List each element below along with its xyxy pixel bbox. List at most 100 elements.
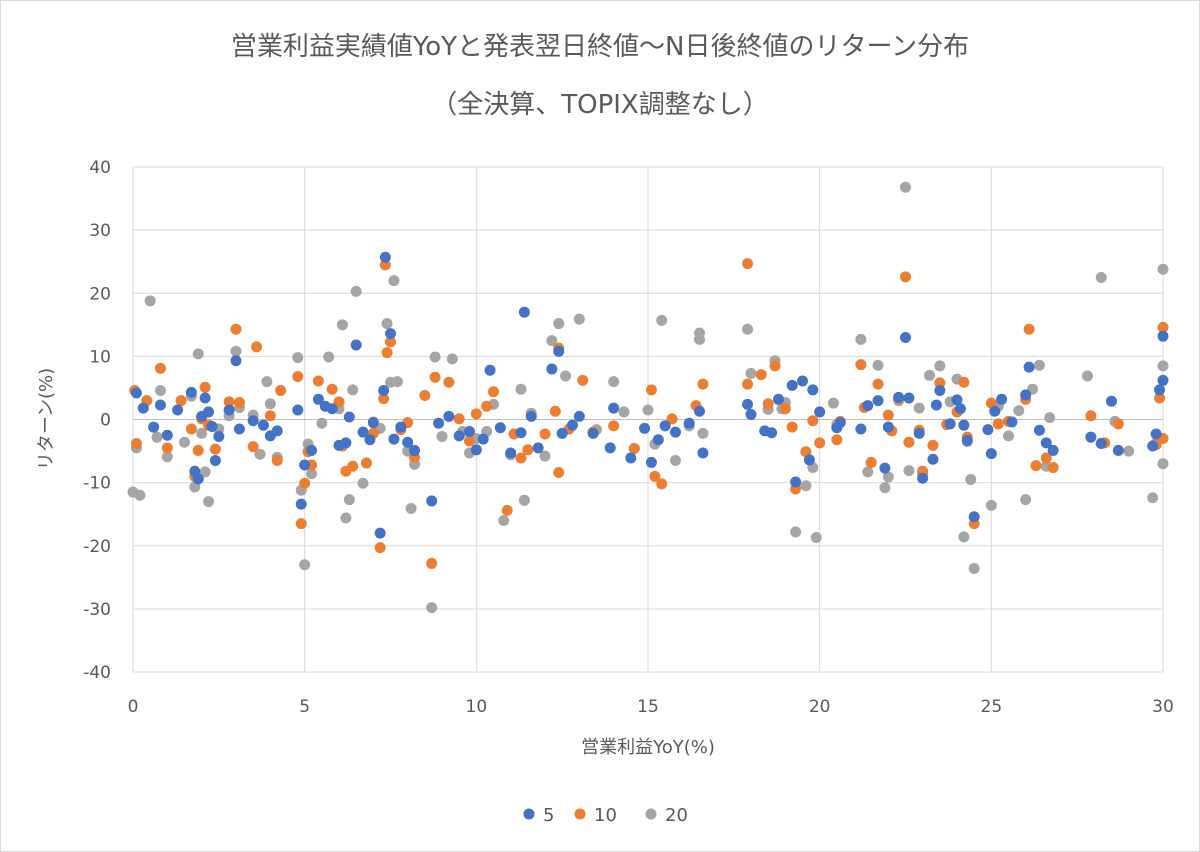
point-series-20	[498, 515, 510, 526]
point-series-5	[797, 375, 808, 387]
point-series-5	[385, 328, 396, 340]
point-series-20	[934, 360, 946, 372]
point-series-20	[1020, 494, 1032, 506]
point-series-5	[790, 476, 802, 488]
point-series-20	[405, 503, 417, 515]
point-series-5	[872, 395, 884, 407]
point-series-5	[996, 393, 1008, 405]
point-series-20	[872, 359, 884, 371]
point-series-10	[271, 455, 283, 467]
point-series-10	[209, 443, 221, 455]
point-series-5	[745, 408, 757, 420]
point-series-5	[378, 384, 390, 396]
x-tick-label: 0	[128, 697, 139, 717]
point-series-20	[350, 285, 362, 297]
point-series-5	[913, 427, 925, 439]
point-series-5	[1023, 361, 1035, 373]
point-series-20	[518, 494, 530, 506]
point-series-10	[697, 378, 709, 390]
point-series-5	[834, 417, 846, 429]
point-series-10	[161, 442, 173, 454]
point-series-5	[477, 433, 489, 445]
x-tick-label: 30	[1152, 697, 1174, 717]
point-series-10	[264, 410, 276, 422]
point-series-10	[934, 377, 946, 389]
point-series-10	[645, 384, 657, 396]
point-series-20	[553, 318, 565, 330]
point-series-20	[261, 376, 273, 388]
point-series-10	[312, 375, 324, 387]
point-series-5	[862, 400, 874, 412]
point-series-5	[566, 419, 578, 431]
point-series-10	[608, 420, 620, 432]
point-series-5	[230, 355, 242, 367]
point-series-5	[786, 379, 798, 391]
point-series-10	[230, 323, 242, 335]
point-series-20	[1081, 370, 1093, 382]
point-series-20	[446, 353, 458, 365]
legend-label-5: 5	[543, 805, 554, 826]
point-series-5	[374, 527, 386, 539]
point-series-5	[257, 419, 269, 431]
point-series-5	[652, 434, 664, 446]
point-series-20	[336, 319, 348, 331]
point-series-20	[985, 499, 997, 511]
point-series-5	[556, 427, 568, 439]
point-series-20	[656, 314, 668, 326]
point-series-20	[642, 404, 654, 416]
point-series-20	[1147, 492, 1159, 504]
y-tick-label: -40	[83, 663, 111, 683]
y-tick-label: 0	[100, 411, 111, 431]
x-tick-label: 10	[466, 697, 488, 717]
point-series-20	[694, 327, 705, 339]
point-series-20	[1157, 458, 1169, 470]
point-series-10	[275, 384, 287, 396]
point-series-10	[553, 467, 565, 479]
point-series-20	[827, 397, 839, 409]
point-series-20	[618, 406, 630, 418]
point-series-5	[223, 404, 235, 416]
point-series-5	[645, 456, 657, 468]
y-tick-label: 20	[89, 284, 111, 304]
point-series-10	[628, 443, 640, 455]
point-series-10	[1085, 410, 1097, 422]
point-series-10	[786, 421, 798, 433]
point-series-5	[343, 411, 355, 423]
point-series-20	[316, 417, 328, 429]
point-series-5	[532, 442, 544, 454]
point-series-5	[395, 421, 407, 433]
point-series-10	[247, 441, 259, 453]
point-series-10	[199, 381, 211, 393]
point-series-20	[154, 384, 166, 396]
point-series-10	[470, 408, 482, 420]
point-series-5	[306, 444, 318, 456]
point-series-20	[697, 427, 709, 439]
point-series-10	[1030, 460, 1042, 472]
point-series-5	[697, 447, 709, 459]
x-tick-label: 5	[299, 697, 310, 717]
point-series-5	[247, 415, 259, 427]
point-series-20	[790, 526, 802, 538]
point-series-20	[343, 494, 355, 506]
point-series-10	[865, 456, 877, 468]
point-series-5	[299, 459, 311, 471]
point-series-5	[463, 425, 475, 437]
point-series-5	[742, 398, 754, 410]
x-tick-label: 15	[637, 697, 659, 717]
point-series-5	[367, 417, 379, 429]
point-series-10	[223, 396, 235, 408]
axis-ticks: 0 5 10 15 20 25 30 40 30 20 10 0 -10 -20 -30 -40	[83, 158, 1174, 717]
point-series-10	[900, 271, 911, 283]
point-series-10	[992, 418, 1004, 430]
point-series-10	[443, 376, 455, 388]
point-series-20	[515, 383, 527, 395]
point-series-5	[494, 422, 506, 434]
point-series-10	[381, 347, 393, 359]
point-series-20	[179, 436, 190, 448]
point-series-20	[426, 602, 438, 614]
point-series-5	[148, 421, 160, 433]
point-series-10	[360, 457, 372, 469]
point-series-5	[855, 423, 867, 435]
legend-label-10: 10	[594, 805, 617, 826]
point-series-20	[958, 531, 970, 543]
